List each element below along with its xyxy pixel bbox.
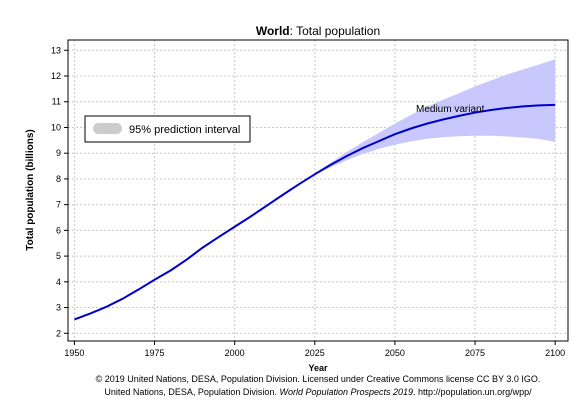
chart-title: World: Total population xyxy=(256,24,380,38)
medium-variant-line xyxy=(74,103,556,321)
chart-title-bold: World xyxy=(256,24,290,38)
grid-lines xyxy=(68,40,568,341)
legend-swatch xyxy=(93,123,122,134)
plot-frame xyxy=(67,39,569,342)
footer-source-prefix: United Nations, DESA, Population Divisio… xyxy=(104,387,279,397)
medium-variant-label: Medium variant xyxy=(416,104,485,115)
y-tick-label: 9 xyxy=(56,148,61,158)
y-tick-label: 2 xyxy=(56,328,61,338)
prediction-interval-band xyxy=(298,59,556,185)
y-tick-label: 5 xyxy=(56,251,61,261)
y-tick-label: 4 xyxy=(56,277,61,287)
x-tick-label: 2025 xyxy=(305,348,325,358)
y-tick-label: 10 xyxy=(51,122,61,132)
footer-source: United Nations, DESA, Population Divisio… xyxy=(104,387,532,397)
series-lines xyxy=(74,103,556,321)
x-tick-label: 2050 xyxy=(385,348,405,358)
legend-label: 95% prediction interval xyxy=(129,124,240,136)
y-axis-label: Total population (billions) xyxy=(25,129,36,250)
legend: 95% prediction interval xyxy=(84,115,251,143)
prediction-interval-area xyxy=(298,59,556,185)
y-tick-label: 7 xyxy=(56,200,61,210)
y-tick-label: 8 xyxy=(56,174,61,184)
y-tick-label: 3 xyxy=(56,303,61,313)
y-tick-label: 11 xyxy=(52,97,61,107)
x-tick-label: 1950 xyxy=(64,348,84,358)
x-tick-label: 2000 xyxy=(225,348,245,358)
chart-title-rest: : Total population xyxy=(290,24,381,38)
footer-source-suffix: . http://population.un.org/wpp/ xyxy=(413,387,532,397)
x-tick-label: 2075 xyxy=(465,348,485,358)
y-tick-label: 12 xyxy=(51,71,61,81)
x-axis-label: Year xyxy=(308,363,328,373)
x-tick-label: 1975 xyxy=(145,348,165,358)
axis-ticks: 1950 1975 2000 2025 2050 2075 2100 2 3 4 5 6 7 8 9 10 11… xyxy=(51,45,565,358)
footer-source-title: World Population Prospects 2019 xyxy=(279,387,413,397)
footer-copyright: © 2019 United Nations, DESA, Population … xyxy=(96,374,541,384)
y-tick-label: 13 xyxy=(51,45,61,55)
x-tick-label: 2100 xyxy=(545,348,565,358)
y-tick-label: 6 xyxy=(56,225,61,235)
